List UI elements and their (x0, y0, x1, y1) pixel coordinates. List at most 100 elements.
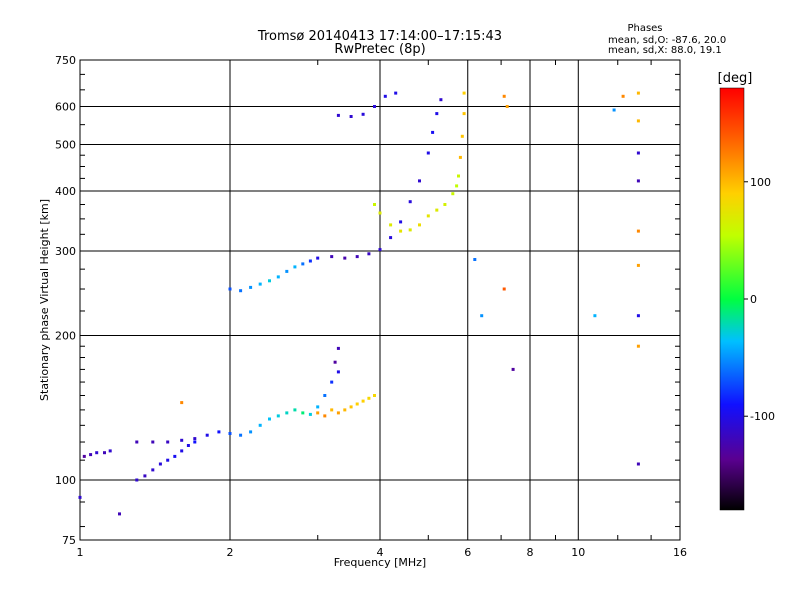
data-point (399, 229, 403, 233)
data-point (205, 433, 209, 437)
colorbar-label: [deg] (718, 71, 753, 86)
y-tick-label: 75 (62, 534, 76, 547)
x-tick-label: 1 (77, 546, 84, 559)
data-point (276, 275, 280, 279)
data-point (166, 458, 170, 462)
data-point (418, 223, 421, 227)
x-tick-label: 10 (571, 546, 585, 559)
grid-lines (79, 59, 681, 541)
data-point (217, 430, 221, 434)
data-point (180, 401, 184, 405)
data-point (462, 91, 466, 95)
data-point (451, 192, 455, 196)
data-point (239, 433, 243, 437)
data-point (333, 360, 337, 364)
colorbar-tick-label: -100 (750, 410, 775, 423)
data-point (166, 440, 170, 444)
data-point (293, 265, 297, 269)
data-point (399, 220, 403, 224)
data-point (316, 256, 320, 260)
data-point (636, 179, 640, 183)
data-point (505, 105, 509, 108)
data-point (89, 453, 93, 457)
data-point (343, 408, 347, 412)
data-point (336, 370, 340, 374)
phase-stats-x-mode: mean, sd,X: 88.0, 19.1 (608, 45, 722, 56)
y-tick-label: 100 (55, 474, 76, 487)
y-tick-label: 750 (55, 54, 76, 67)
data-point (249, 285, 253, 289)
data-point (336, 346, 340, 350)
data-point (349, 115, 353, 118)
data-point (435, 112, 439, 116)
data-point (394, 91, 398, 95)
y-axis-ticks: 75 100 200 300 400 500 600 750 (55, 54, 680, 547)
colorbar-tick-label: 0 (750, 293, 757, 306)
data-point (636, 229, 640, 233)
y-tick-label: 400 (55, 185, 76, 198)
data-point (285, 411, 289, 415)
data-point (258, 282, 262, 286)
data-point (323, 394, 327, 397)
data-point (367, 252, 371, 256)
data-point (285, 269, 289, 273)
data-point (103, 451, 106, 455)
data-point (330, 255, 334, 259)
data-point (180, 449, 184, 453)
data-point (268, 417, 271, 421)
data-point (408, 200, 412, 204)
data-point (373, 105, 376, 108)
data-point (355, 255, 359, 259)
data-point (612, 108, 616, 112)
data-point (636, 119, 640, 123)
data-point (135, 440, 139, 444)
data-point (636, 263, 640, 267)
data-point (431, 130, 435, 134)
data-point (378, 211, 382, 215)
data-point (636, 462, 640, 466)
data-point (343, 256, 347, 260)
colorbar-ticks: 100 0 -100 (744, 176, 775, 423)
data-point (355, 402, 359, 406)
data-point (258, 423, 262, 427)
data-point (636, 314, 640, 318)
y-tick-label: 200 (55, 330, 76, 343)
data-point (621, 94, 625, 98)
data-point (293, 408, 297, 412)
data-point (228, 432, 232, 435)
data-point (473, 258, 477, 261)
data-point (408, 228, 412, 232)
chart-subtitle: RwPretec (8p) (334, 42, 425, 57)
data-point (143, 474, 147, 478)
data-point (383, 94, 387, 98)
data-point (78, 495, 82, 499)
y-tick-label: 300 (55, 245, 76, 258)
data-point (389, 223, 393, 227)
data-point (151, 440, 155, 444)
data-point (158, 462, 162, 466)
data-point (457, 174, 460, 178)
data-point (336, 113, 340, 117)
data-point (435, 208, 439, 212)
data-point (193, 437, 197, 441)
data-point (323, 414, 327, 418)
data-point (361, 112, 365, 116)
y-axis-label: Stationary phase Virtual Height [km] (38, 199, 51, 401)
data-point (239, 289, 243, 293)
x-tick-label: 6 (464, 546, 471, 559)
data-point (636, 344, 640, 348)
data-point (186, 444, 190, 447)
data-point (460, 134, 464, 138)
data-point (276, 414, 280, 418)
data-point (316, 411, 320, 415)
data-point (308, 412, 312, 416)
data-point (367, 396, 371, 400)
data-point (301, 262, 305, 266)
data-point (330, 408, 334, 412)
data-point (135, 478, 139, 482)
y-tick-label: 600 (55, 101, 76, 114)
data-point (458, 155, 462, 159)
x-tick-label: 4 (377, 546, 384, 559)
data-point (389, 236, 393, 240)
